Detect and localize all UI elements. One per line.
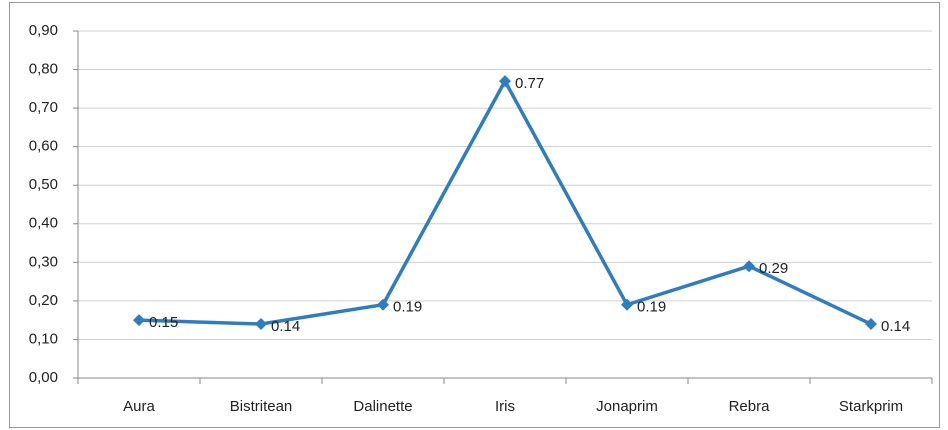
x-tick-label: Aura xyxy=(123,398,155,415)
data-label: 0.29 xyxy=(759,260,788,277)
y-tick-label: 0,30 xyxy=(29,253,58,270)
data-label: 0.19 xyxy=(637,299,666,316)
y-tick-label: 0,50 xyxy=(29,176,58,193)
y-tick-label: 0,70 xyxy=(29,99,58,116)
x-tick-label: Jonaprim xyxy=(596,398,658,415)
point-marker xyxy=(865,318,877,331)
data-label: 0.19 xyxy=(393,299,422,316)
data-label: 0.14 xyxy=(271,318,300,335)
y-tick-label: 0,60 xyxy=(29,138,58,155)
point-marker xyxy=(499,75,511,88)
y-tick-label: 0,80 xyxy=(29,61,58,78)
x-tick-label: Rebra xyxy=(729,398,771,415)
data-label: 0.15 xyxy=(149,314,178,331)
y-tick-label: 0,40 xyxy=(29,215,58,232)
x-tick-label: Starkprim xyxy=(839,398,903,415)
x-tick-label: Bistritean xyxy=(230,398,293,415)
point-marker xyxy=(377,298,389,311)
y-tick-label: 0,20 xyxy=(29,292,58,309)
chart-border xyxy=(9,2,940,428)
data-label: 0.14 xyxy=(881,318,910,335)
y-tick-label: 0,10 xyxy=(29,330,58,347)
x-tick-label: Dalinette xyxy=(353,398,412,415)
y-tick-label: 0,00 xyxy=(29,369,58,386)
data-label: 0.77 xyxy=(515,75,544,92)
point-marker xyxy=(621,298,633,311)
point-marker xyxy=(133,314,145,327)
point-marker xyxy=(743,260,755,273)
point-marker xyxy=(255,318,267,331)
x-tick-label: Iris xyxy=(495,398,515,415)
y-tick-label: 0,90 xyxy=(29,22,58,39)
